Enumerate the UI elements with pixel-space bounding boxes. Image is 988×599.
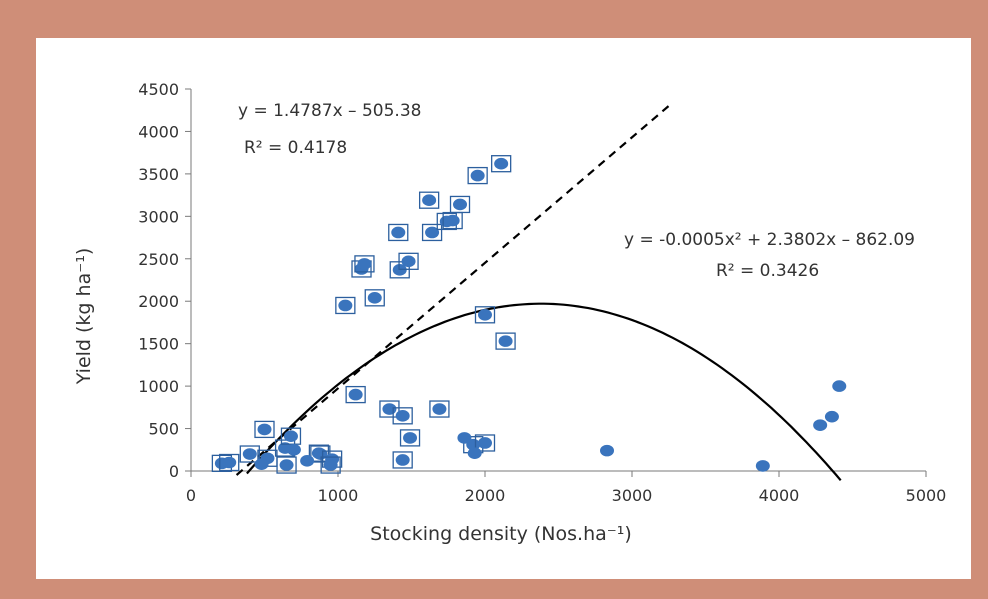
- x-tick: 5000: [906, 471, 947, 505]
- x-tick-label: 4000: [759, 486, 800, 505]
- chart-panel: 0 500 1000 1500 2000 2500 3000 3500 4000 4500 0 10…: [36, 38, 971, 579]
- boxed-data-point: [474, 306, 496, 324]
- x-tick: 2000: [465, 471, 506, 505]
- boxed-data-point: [345, 385, 366, 404]
- linear-r2-label: R² = 0.4178: [244, 138, 347, 158]
- boxed-data-point: [399, 429, 421, 447]
- quadratic-trendline: [246, 302, 842, 482]
- data-point: [755, 460, 770, 472]
- y-tick: 1500: [138, 335, 191, 354]
- y-tick: 500: [148, 420, 191, 439]
- x-axis-title: Stocking density (Nos.ha⁻¹): [370, 523, 632, 545]
- y-tick: 4500: [138, 80, 191, 99]
- data-point: [600, 444, 615, 457]
- linear-trendline: [235, 105, 670, 476]
- y-tick: 2000: [138, 292, 191, 311]
- boxed-data-point: [474, 434, 496, 452]
- x-ticks: 0 1000 2000 3000 4000 5000: [186, 471, 946, 505]
- boxed-data-point: [467, 166, 488, 185]
- boxed-data-point: [392, 407, 413, 425]
- boxed-data-point: [429, 400, 450, 418]
- x-tick: 1000: [318, 471, 359, 505]
- boxed-data-point: [398, 252, 419, 270]
- quadratic-r2-label: R² = 0.3426: [716, 261, 819, 281]
- boxed-data-point: [254, 420, 275, 439]
- x-tick-label: 2000: [465, 486, 506, 505]
- y-tick: 1000: [138, 377, 191, 396]
- y-tick-label: 2000: [138, 292, 179, 311]
- boxed-data-point: [491, 155, 512, 173]
- y-tick: 4000: [138, 122, 191, 141]
- x-tick: 4000: [759, 471, 800, 505]
- data-point: [824, 410, 839, 423]
- data-point: [832, 380, 847, 392]
- y-tick-label: 3500: [138, 165, 179, 184]
- y-axis-title: Yield (kg ha⁻¹): [73, 248, 95, 386]
- boxed-data-point: [239, 445, 260, 463]
- quadratic-equation-label: y = -0.0005x² + 2.3802x – 862.09: [624, 230, 915, 250]
- boxed-data-point: [418, 191, 440, 209]
- boxed-data-point: [392, 451, 413, 469]
- data-points: [211, 155, 847, 474]
- data-point: [254, 458, 269, 471]
- data-point: [813, 419, 828, 431]
- x-tick-label: 0: [186, 486, 196, 505]
- boxed-data-point: [388, 223, 409, 242]
- y-tick: 3500: [138, 165, 191, 184]
- boxed-data-point: [449, 195, 471, 214]
- boxed-data-point: [354, 255, 375, 273]
- x-tick-label: 5000: [906, 486, 947, 505]
- boxed-data-point: [280, 427, 302, 445]
- y-ticks: 0 500 1000 1500 2000 2500 3000 3500 4000 4500: [138, 80, 191, 481]
- boxed-data-point: [495, 332, 516, 350]
- axes: [190, 89, 926, 472]
- trendlines: [235, 105, 842, 482]
- y-tick-label: 500: [148, 420, 179, 439]
- linear-equation-label: y = 1.4787x – 505.38: [238, 101, 421, 121]
- boxed-data-point: [276, 456, 297, 474]
- scatter-chart: 0 500 1000 1500 2000 2500 3000 3500 4000 4500 0 10…: [73, 80, 946, 545]
- y-tick: 0: [169, 462, 191, 481]
- boxed-data-point: [421, 223, 443, 242]
- y-tick: 2500: [138, 250, 191, 269]
- y-tick-label: 4000: [138, 122, 179, 141]
- y-tick-label: 1000: [138, 377, 179, 396]
- data-point: [457, 432, 472, 444]
- x-tick: 3000: [612, 471, 653, 505]
- y-tick: 3000: [138, 207, 191, 226]
- boxed-data-point: [320, 456, 341, 474]
- data-point: [286, 443, 301, 456]
- x-tick-label: 1000: [318, 486, 359, 505]
- y-tick-label: 2500: [138, 250, 179, 269]
- boxed-data-point: [219, 453, 240, 472]
- y-tick-label: 0: [169, 462, 179, 481]
- x-tick-label: 3000: [612, 486, 653, 505]
- y-tick-label: 4500: [138, 80, 179, 99]
- data-point: [300, 455, 315, 467]
- x-tick: 0: [186, 471, 196, 505]
- y-tick-label: 3000: [138, 207, 179, 226]
- boxed-data-point: [335, 296, 356, 315]
- boxed-data-point: [364, 289, 385, 307]
- data-point: [467, 447, 482, 459]
- y-tick-label: 1500: [138, 335, 179, 354]
